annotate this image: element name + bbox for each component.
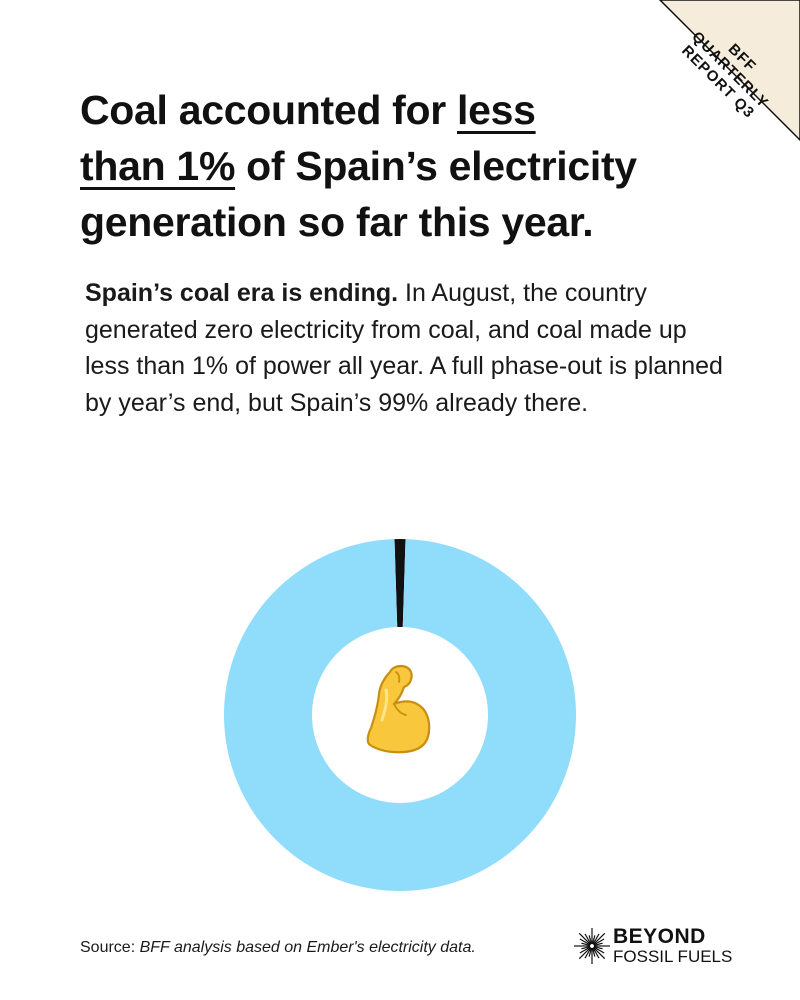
sunburst-ray — [592, 946, 606, 960]
sunburst-ray — [592, 947, 600, 959]
source-note: Source: BFF analysis based on Ember's el… — [80, 938, 476, 958]
headline-highlight-a: less — [457, 87, 536, 133]
beyond-fossil-fuels-logo: BEYOND FOSSIL FUELS — [572, 922, 732, 968]
sunburst-ray — [592, 933, 600, 945]
sunburst-ray — [593, 938, 605, 946]
donut-slice-other-sources — [224, 539, 576, 891]
body-paragraph: Spain’s coal era is ending. In August, t… — [85, 275, 735, 421]
donut-slices — [224, 539, 576, 891]
sunburst-ray — [584, 933, 592, 945]
sunburst-ray — [579, 946, 591, 954]
source-label: Source: — [80, 939, 140, 956]
headline-part1: Coal accounted for — [80, 87, 458, 133]
sunburst-ray — [578, 946, 592, 960]
sunburst-ray — [579, 938, 591, 946]
donut-slice-coal — [394, 539, 406, 628]
source-text: BFF analysis based on Ember's electricit… — [139, 939, 476, 956]
corner-triangle — [658, 0, 800, 142]
headline-part2: of Spain’s electricity generation so far… — [80, 143, 637, 245]
corner-badge: BFF QUARTERLY REPORT Q3 — [620, 0, 800, 180]
headline-highlight-b: than 1% — [80, 143, 236, 189]
sunburst-ray — [588, 947, 593, 957]
headline: Coal accounted for less than 1% of Spain’… — [80, 82, 730, 250]
sunburst-ray — [581, 945, 591, 950]
flexed-biceps-icon — [366, 664, 431, 754]
body-text: In August, the country generated zero el… — [85, 279, 723, 417]
sunburst-icon — [574, 928, 610, 964]
logo-word-beyond: BEYOND — [613, 925, 706, 948]
donut-chart — [224, 539, 576, 891]
sunburst-ray — [593, 945, 603, 950]
sunburst-ray — [578, 932, 592, 946]
sunburst-ray — [591, 947, 596, 957]
sunburst-ray — [593, 942, 603, 947]
sunburst-ray — [588, 935, 593, 945]
sunburst-ray — [584, 947, 592, 959]
body-lead: Spain’s coal era is ending. — [85, 279, 399, 307]
sunburst-ray — [591, 935, 596, 945]
sunburst-ray — [593, 946, 605, 954]
sunburst-ray — [581, 942, 591, 947]
logo-word-fossil-fuels: FOSSIL FUELS — [613, 947, 733, 966]
sunburst-ray — [592, 932, 606, 946]
